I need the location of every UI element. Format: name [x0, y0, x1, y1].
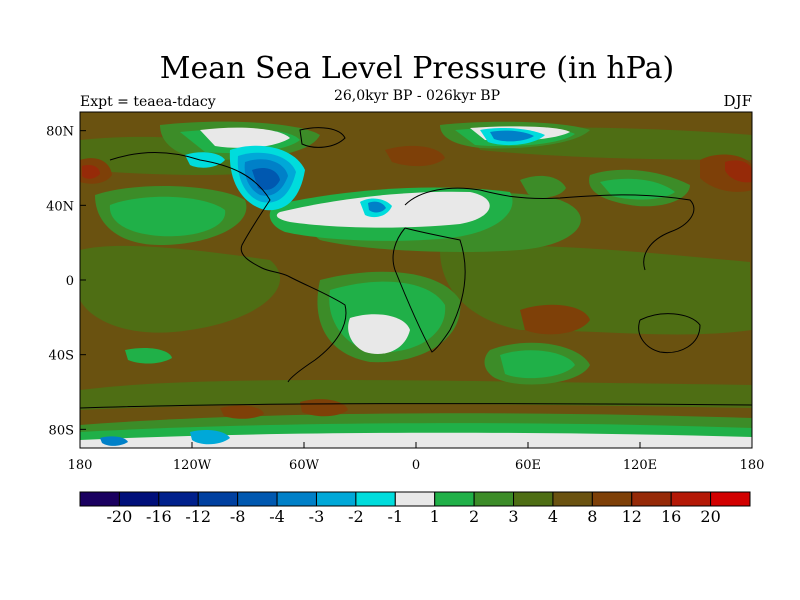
lon-tick-label: 0: [412, 458, 420, 473]
field-patch: [100, 436, 128, 446]
colorbar-label: 8: [587, 507, 597, 526]
field-patch: [190, 430, 230, 445]
colorbar-swatch: [158, 491, 199, 507]
field-patch: [82, 164, 100, 179]
colorbar-swatch: [591, 491, 633, 507]
field-patch: [490, 130, 534, 142]
colorbar-swatch: [710, 491, 751, 507]
coastlines: [80, 127, 752, 409]
colorbar-swatch: [237, 491, 278, 507]
field-patch: [600, 178, 675, 200]
colorbar-swatch: [473, 491, 515, 507]
colorbar-label: -1: [387, 507, 403, 526]
coastline-south-america: [287, 275, 347, 383]
pressure-field: [80, 112, 752, 448]
colorbar-swatch: [315, 491, 357, 507]
colorbar-label: 12: [622, 507, 642, 526]
colorbar-label: 20: [700, 507, 720, 526]
field-patch: [200, 127, 290, 148]
coastline-north-america: [109, 152, 289, 277]
field-patch: [80, 380, 752, 410]
field-patch: [385, 145, 445, 167]
field-patch: [252, 168, 280, 190]
lat-tick-label: 40N: [46, 199, 74, 214]
lon-tick-label: 180: [68, 458, 93, 473]
field-patch: [125, 347, 172, 364]
field-patch: [80, 432, 752, 448]
field-patch: [500, 350, 575, 379]
season-label: DJF: [723, 92, 752, 110]
lon-tick-label: 60W: [289, 458, 320, 473]
colorbar-swatch: [197, 491, 239, 507]
chart-title: Mean Sea Level Pressure (in hPa): [159, 51, 675, 86]
colorbar: -20 -16 -12 -8 -4 -3 -2 -1 1 2 3 4 8 12 16 20: [79, 491, 751, 526]
colorbar-swatch: [355, 491, 396, 507]
field-patch: [220, 405, 264, 419]
colorbar-swatch: [276, 491, 317, 507]
lon-tick-label: 180: [740, 458, 765, 473]
lat-tick-label: 40S: [49, 349, 74, 364]
lat-tick-label: 80N: [46, 125, 74, 140]
colorbar-swatch: [394, 491, 436, 507]
colorbar-label: -16: [146, 507, 172, 526]
colorbar-swatch: [513, 491, 554, 507]
colorbar-label: -2: [348, 507, 364, 526]
colorbar-swatch: [118, 491, 160, 507]
colorbar-label: -20: [107, 507, 133, 526]
colorbar-label: -8: [230, 507, 246, 526]
colorbar-swatch: [552, 491, 593, 507]
field-patch: [80, 245, 281, 333]
field-patch: [440, 245, 752, 335]
colorbar-swatch: [79, 491, 120, 507]
latitude-axis: 80N 40N 0 40S 80S: [46, 125, 86, 438]
field-patch: [185, 152, 225, 168]
colorbar-label: 2: [469, 507, 479, 526]
coastline-antarctica: [80, 403, 752, 409]
colorbar-label: -4: [269, 507, 285, 526]
colorbar-swatch: [670, 491, 712, 507]
field-patch: [109, 196, 226, 237]
field-patch: [520, 304, 590, 335]
field-patch: [725, 160, 752, 183]
lon-tick-label: 120W: [173, 458, 212, 473]
colorbar-label: 3: [508, 507, 518, 526]
coastline-australia: [638, 313, 701, 354]
lat-tick-label: 80S: [49, 423, 74, 438]
lat-tick-label: 0: [66, 274, 74, 289]
chart-subtitle: 26,0kyr BP - 026kyr BP: [333, 88, 500, 104]
longitude-axis: 180 120W 60W 0 60E 120E 180: [68, 442, 765, 473]
colorbar-label: 16: [661, 507, 681, 526]
lon-tick-label: 60E: [515, 458, 541, 473]
colorbar-label: 4: [548, 507, 558, 526]
colorbar-swatch: [434, 491, 475, 507]
colorbar-label: -12: [185, 507, 211, 526]
field-patch: [520, 175, 566, 198]
coastline-africa: [392, 227, 466, 353]
field-patch: [368, 201, 386, 213]
colorbar-label: 1: [430, 507, 440, 526]
experiment-label: Expt = teaea-tdacy: [80, 94, 216, 110]
colorbar-swatch: [631, 491, 672, 507]
coastline-eurasia: [404, 187, 695, 271]
lon-tick-label: 120E: [623, 458, 657, 473]
colorbar-label: -3: [309, 507, 325, 526]
coastline-greenland: [299, 127, 346, 148]
field-patch: [348, 314, 410, 354]
